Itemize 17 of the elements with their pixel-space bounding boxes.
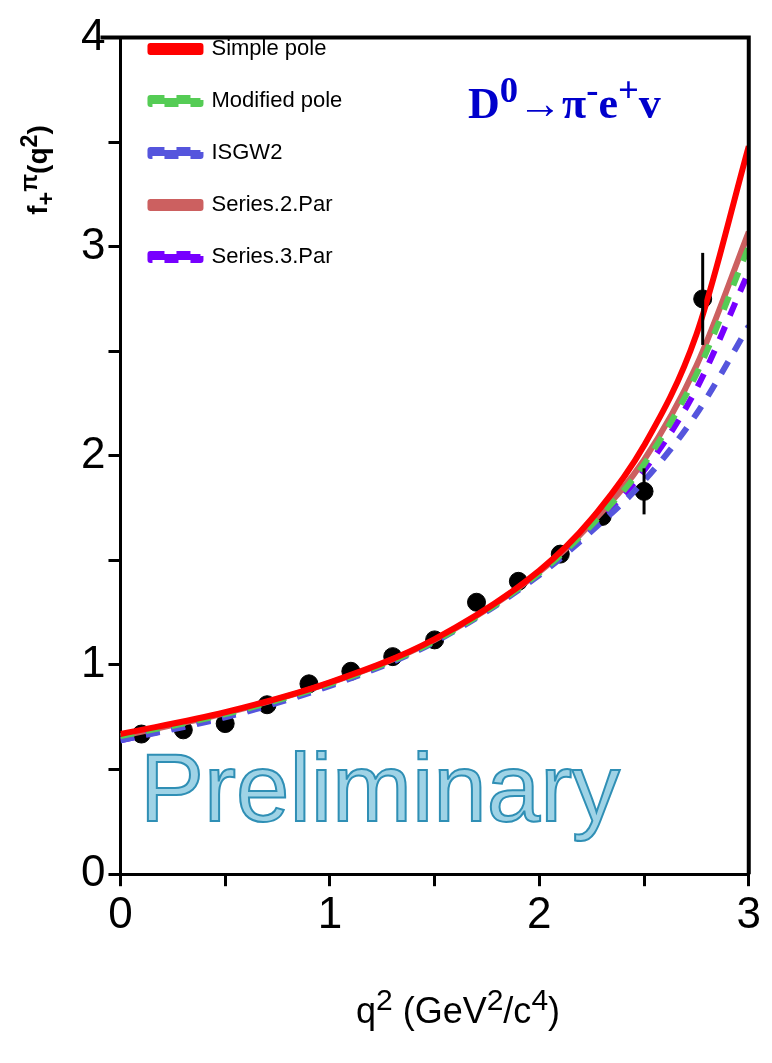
legend-label: Series.3.Par — [211, 243, 333, 269]
point — [467, 592, 486, 612]
legend-label: Simple pole — [211, 35, 327, 61]
x-axis-title: q$^{2}$ (GeV$^{2}$/c$^{4}$) — [354, 983, 562, 1032]
legend-label: ISGW2 — [211, 139, 283, 165]
y-tick-label: 4 — [80, 9, 106, 59]
legend-label: Modified pole — [211, 87, 343, 113]
legend-label: Series.2.Par — [211, 191, 333, 217]
x-tick-label: 3 — [736, 887, 762, 937]
y-tick-label: 1 — [80, 637, 106, 687]
text: D$^{0}$→π$^{-}$e$^{+}$v — [468, 68, 661, 129]
x-tick-label: 1 — [317, 887, 343, 937]
y-tick-label: 2 — [80, 427, 106, 477]
x-tick-label: 2 — [527, 887, 552, 937]
y-tick-label: 0 — [80, 846, 106, 896]
y-tick-label: 3 — [80, 218, 106, 268]
annotation: Preliminary — [140, 734, 621, 841]
